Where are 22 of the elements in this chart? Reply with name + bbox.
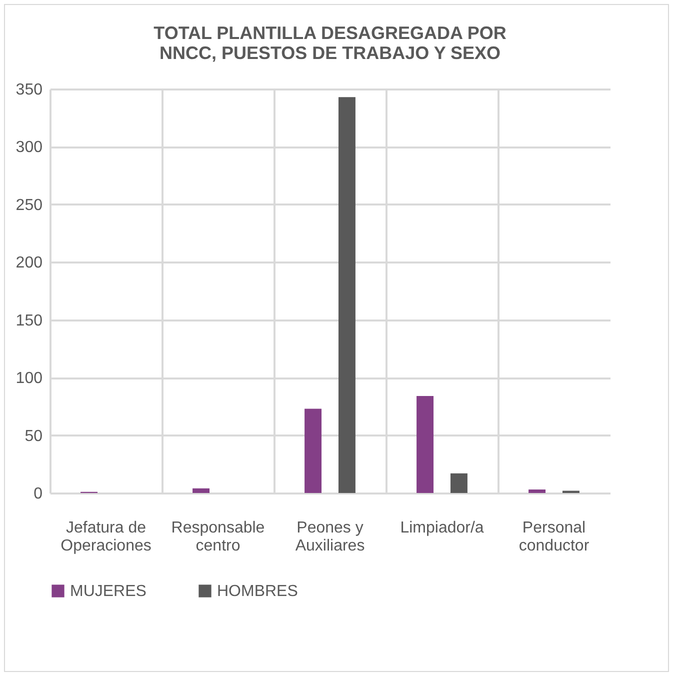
y-tick-label: 200: [16, 254, 43, 272]
bar: [528, 490, 546, 493]
bar: [192, 488, 210, 493]
y-tick-label: 50: [24, 428, 43, 445]
bar: [450, 473, 468, 493]
x-tick-label: Jefatura de Operaciones: [60, 520, 152, 554]
bar: [304, 408, 322, 493]
x-tick-label: Responsable centro: [171, 520, 265, 554]
y-tick-label: 350: [16, 82, 43, 98]
bar: [338, 97, 356, 493]
y-tick-label: 250: [16, 196, 43, 214]
y-tick-label: 0: [34, 486, 43, 502]
x-tick-label: Limpiador/a: [400, 520, 484, 536]
bar: [416, 396, 434, 493]
legend-label: MUJERES: [70, 583, 146, 600]
x-tick-label: Peones y Auxiliares: [295, 520, 365, 554]
y-tick-label: 100: [16, 370, 43, 388]
y-tick-label: 150: [16, 312, 43, 330]
legend-label: HOMBRES: [217, 583, 298, 600]
x-tick-label: Personal conductor: [518, 520, 590, 554]
y-tick-label: 300: [16, 139, 43, 156]
chart-title: TOTAL PLANTILLA DESAGREGADA POR NNCC, PUESTOS DE TRABAJO Y SEXO: [154, 23, 506, 63]
